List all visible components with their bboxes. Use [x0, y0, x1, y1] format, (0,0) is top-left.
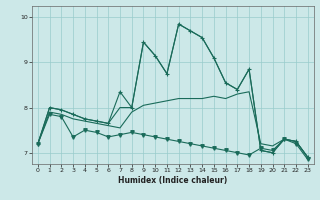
X-axis label: Humidex (Indice chaleur): Humidex (Indice chaleur)	[118, 176, 228, 185]
